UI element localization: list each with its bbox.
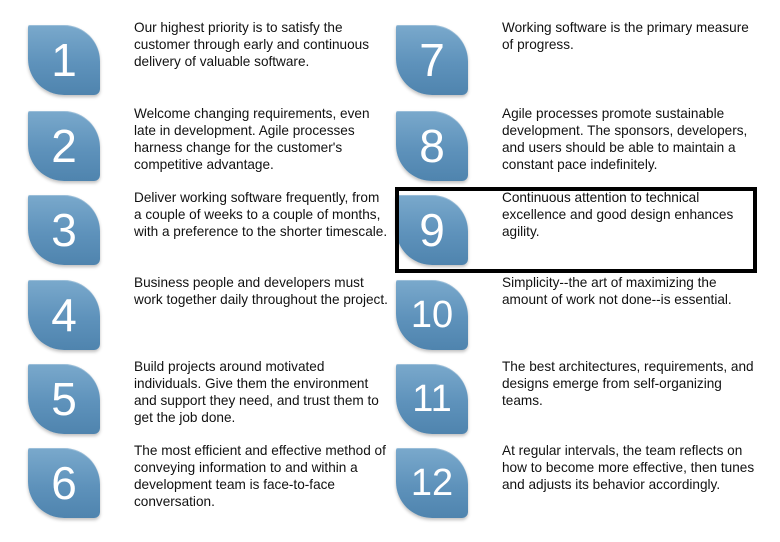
- principle-text-9: Continuous attention to technical excell…: [502, 190, 734, 239]
- principle-10: 10 Simplicity--the art of maximizing the…: [396, 275, 776, 364]
- principle-7: 7 Working software is the primary measur…: [396, 20, 776, 109]
- number-badge-label: 12: [410, 462, 454, 504]
- number-badge-8: 8: [396, 111, 468, 181]
- number-badge-3: 3: [28, 195, 100, 265]
- number-badge-10: 10: [396, 280, 468, 350]
- number-badge-label: 7: [419, 34, 445, 86]
- number-badge-label: 6: [51, 457, 77, 509]
- principle-text-3: Deliver working software frequently, fro…: [134, 190, 388, 239]
- principle-11: 11 The best architectures, requirements,…: [396, 359, 776, 448]
- number-badge-label: 3: [51, 204, 77, 256]
- principle-1: 1 Our highest priority is to satisfy the…: [28, 20, 408, 109]
- number-badge-11: 11: [396, 364, 468, 434]
- number-badge-7: 7: [396, 25, 468, 95]
- number-badge-label: 5: [51, 373, 77, 425]
- principle-text-7: Working software is the primary measure …: [502, 20, 749, 52]
- principle-text-10: Simplicity--the art of maximizing the am…: [502, 275, 732, 307]
- principle-text-8: Agile processes promote sustainable deve…: [502, 106, 748, 172]
- principle-5: 5 Build projects around motivated indivi…: [28, 359, 408, 448]
- principle-text-12: At regular intervals, the team reflects …: [502, 443, 755, 492]
- number-badge-2: 2: [28, 111, 100, 181]
- number-badge-label: 4: [51, 289, 77, 341]
- number-badge-label: 11: [412, 378, 452, 420]
- principle-12: 12 At regular intervals, the team reflec…: [396, 443, 776, 532]
- number-badge-5: 5: [28, 364, 100, 434]
- highlight-box: [395, 187, 757, 273]
- principle-text-4: Business people and developers must work…: [134, 275, 388, 307]
- number-badge-label: 1: [51, 34, 77, 86]
- number-badge-label: 9: [419, 204, 445, 256]
- number-badge-label: 10: [410, 294, 454, 336]
- number-badge-12: 12: [396, 448, 468, 518]
- principle-text-5: Build projects around motivated individu…: [134, 359, 379, 425]
- principle-2: 2 Welcome changing requirements, even la…: [28, 106, 408, 195]
- principle-3: 3 Deliver working software frequently, f…: [28, 190, 408, 279]
- principle-text-2: Welcome changing requirements, even late…: [134, 106, 370, 172]
- principle-9: 9 Continuous attention to technical exce…: [396, 190, 776, 279]
- principle-4: 4 Business people and developers must wo…: [28, 275, 408, 364]
- number-badge-4: 4: [28, 280, 100, 350]
- principle-text-1: Our highest priority is to satisfy the c…: [134, 20, 370, 69]
- principle-6: 6 The most efficient and effective metho…: [28, 443, 408, 532]
- principle-8: 8 Agile processes promote sustainable de…: [396, 106, 776, 195]
- number-badge-6: 6: [28, 448, 100, 518]
- number-badge-9: 9: [396, 195, 468, 265]
- principle-text-6: The most efficient and effective method …: [134, 443, 386, 509]
- number-badge-label: 2: [51, 120, 77, 172]
- principle-text-11: The best architectures, requirements, an…: [502, 359, 754, 408]
- number-badge-1: 1: [28, 25, 100, 95]
- number-badge-label: 8: [419, 120, 445, 172]
